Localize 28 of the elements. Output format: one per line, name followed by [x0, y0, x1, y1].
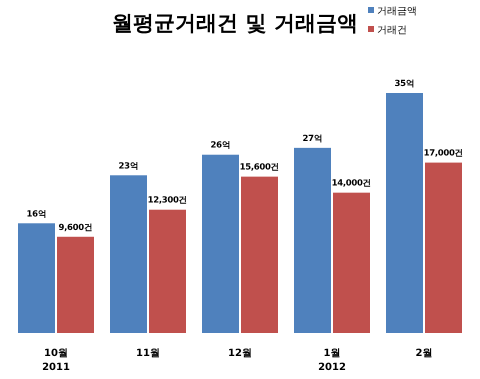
x-tick-label: 12월 — [228, 348, 252, 359]
bar — [425, 162, 462, 333]
bar — [149, 210, 186, 333]
x-tick-label: 2월 — [416, 348, 432, 359]
bar — [18, 223, 55, 333]
data-label: 23억 — [118, 161, 138, 172]
data-label: 27억 — [302, 134, 322, 144]
bar — [110, 175, 147, 333]
x-tick-label: 11월 — [136, 348, 160, 359]
data-label: 35억 — [394, 79, 414, 89]
bar — [202, 154, 239, 333]
data-label: 14,000건 — [332, 178, 372, 189]
bar — [333, 192, 370, 333]
data-label: 16억 — [26, 209, 46, 220]
data-label: 12,300건 — [148, 196, 188, 206]
bar — [294, 148, 331, 333]
bar — [57, 236, 94, 333]
bar — [241, 176, 278, 333]
x-tick-label: 1월 2012 — [318, 348, 346, 373]
x-tick-label: 10월 2011 — [42, 348, 70, 373]
data-label: 17,000건 — [424, 148, 464, 159]
legend-label: 거래건 — [377, 25, 407, 36]
legend-label: 거래금액 — [377, 6, 417, 17]
data-label: 9,600건 — [58, 222, 93, 233]
bar — [386, 93, 423, 333]
data-label: 26억 — [210, 140, 230, 151]
data-label: 15,600건 — [240, 162, 280, 173]
chart-title: 월평균거래건 및 거래금액 — [112, 11, 358, 35]
